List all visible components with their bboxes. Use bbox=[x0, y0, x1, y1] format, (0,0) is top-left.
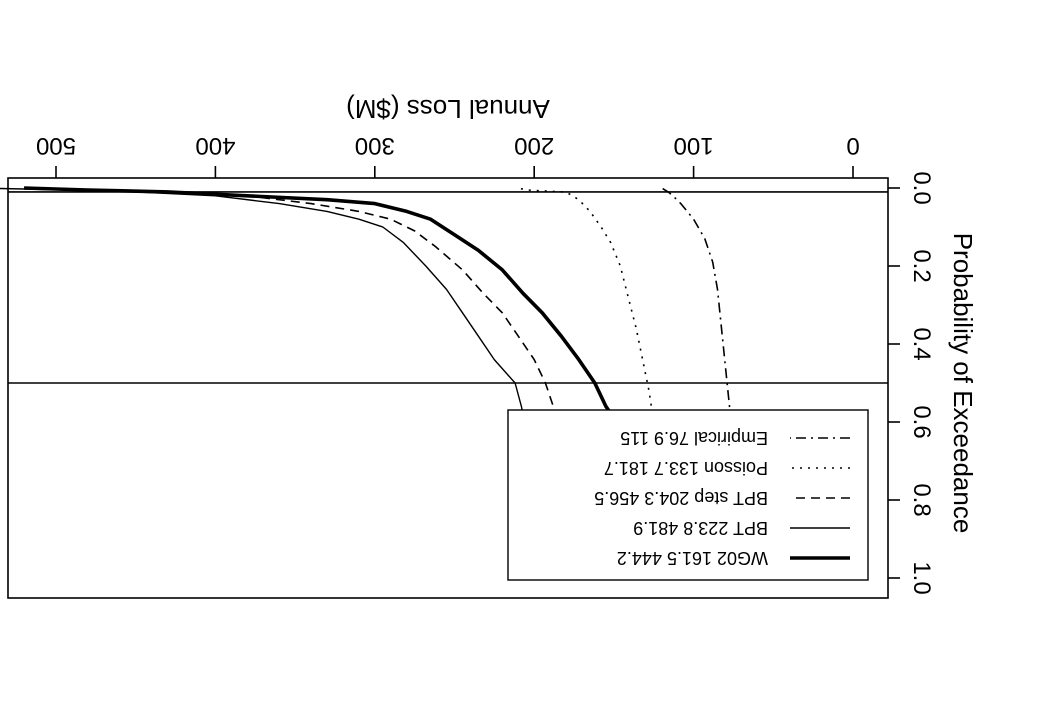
axes-layer: 0 100 200 300 400 500 0.0 0.2 0.4 0.6 0.8 1.0 bbox=[7, 132, 935, 599]
legend-label-poisson: Poisson 133.7 181.7 bbox=[604, 458, 768, 478]
y-tick-label: 0.2 bbox=[908, 249, 935, 282]
x-tick-label: 300 bbox=[355, 132, 395, 159]
plot-frame bbox=[7, 177, 889, 599]
legend-label-bpt-step: BPT step 204.3 456.5 bbox=[594, 488, 768, 508]
y-tick-label: 1.0 bbox=[908, 561, 935, 594]
x-tick-label: 400 bbox=[195, 132, 235, 159]
x-tick-label: 200 bbox=[514, 132, 554, 159]
legend-label-empirical: Empirical 76.9 115 bbox=[620, 428, 768, 448]
x-tick-label: 0 bbox=[846, 132, 859, 159]
legend-layer: WG02 161.5 444.2 BPT 223.8 481.9 BPT step … bbox=[507, 409, 869, 581]
y-axis-title: Probability of Exceedance bbox=[948, 233, 978, 534]
y-tick-label: 0.8 bbox=[908, 483, 935, 516]
x-tick-label: 100 bbox=[674, 132, 714, 159]
x-axis-title: Annual Loss ($M) bbox=[346, 94, 550, 124]
series-line-bpt-step bbox=[24, 187, 726, 579]
y-tick-label: 0.4 bbox=[908, 327, 935, 360]
legend-label-bpt: BPT 223.8 481.9 bbox=[633, 518, 768, 538]
legend-box bbox=[507, 409, 869, 581]
x-tick-label: 500 bbox=[36, 132, 76, 159]
y-tick-label: 0.6 bbox=[908, 405, 935, 438]
y-tick-label: 0.0 bbox=[908, 171, 935, 204]
legend-label-wg02: WG02 161.5 444.2 bbox=[617, 548, 768, 568]
